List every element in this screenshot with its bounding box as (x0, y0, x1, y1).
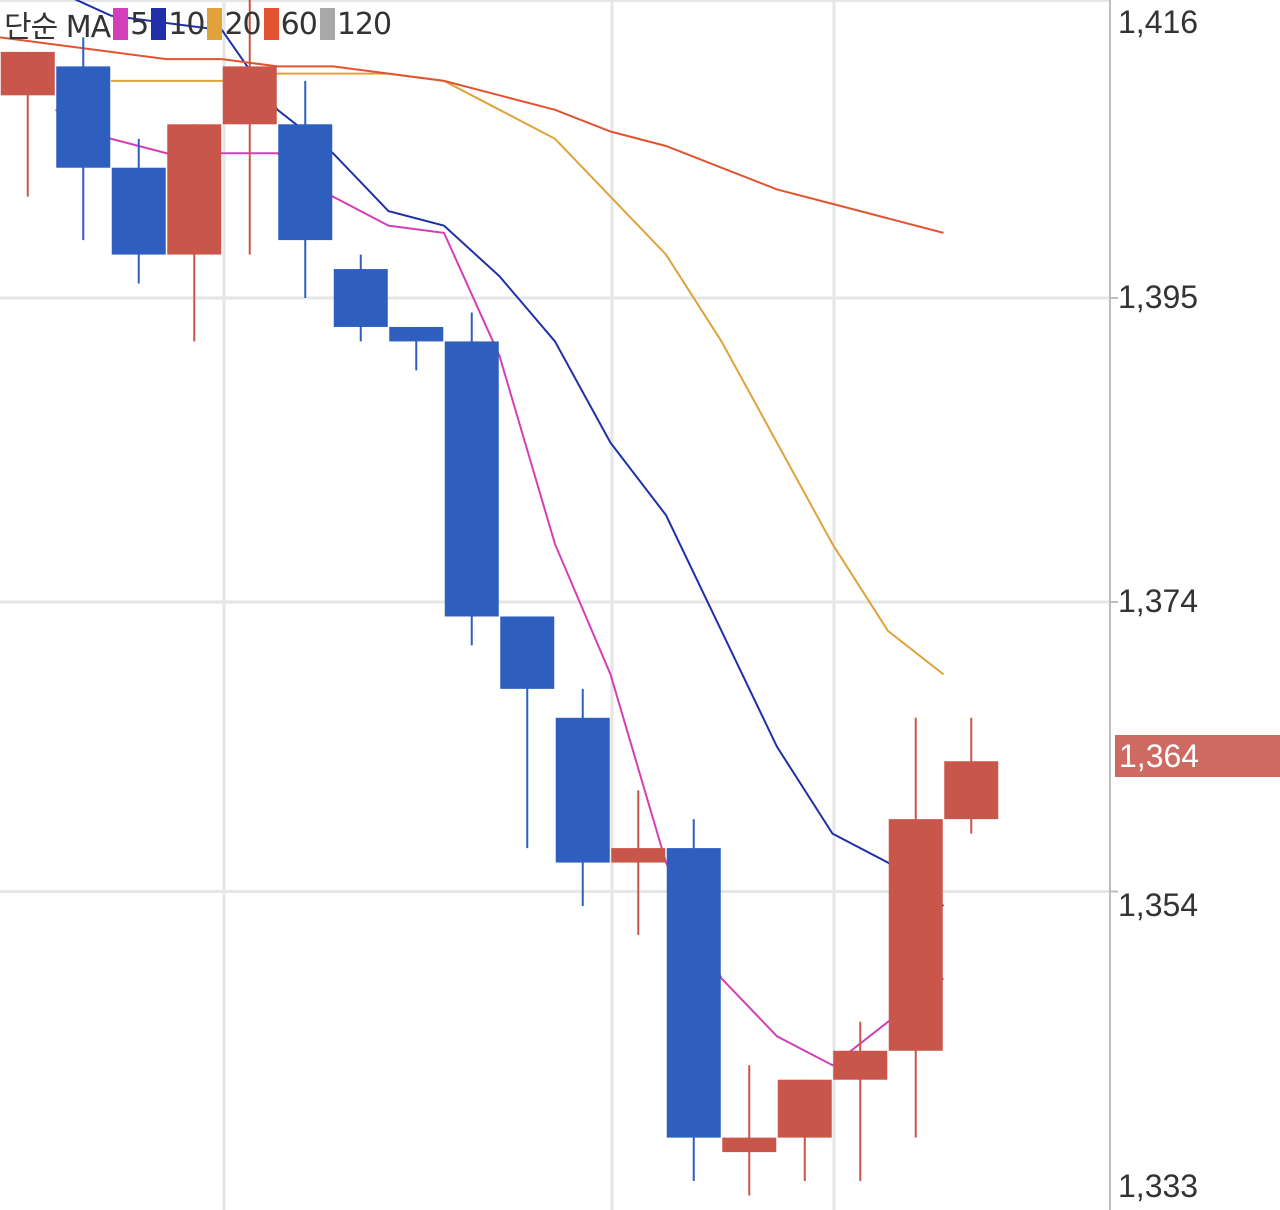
ma-line-60 (0, 36, 944, 234)
y-tick-label-1374: 1,374 (1118, 583, 1199, 619)
legend-label-60: 60 (280, 6, 318, 42)
candle-body (944, 761, 999, 820)
candle-body (444, 341, 499, 617)
legend-swatch-10 (151, 8, 167, 40)
legend-label-10: 10 (168, 6, 205, 42)
legend-swatch-60 (263, 8, 279, 40)
candle-body (888, 819, 943, 1051)
candle-body (833, 1050, 888, 1080)
candles (0, 0, 999, 1196)
candle-body (222, 66, 277, 125)
y-tick-label-1333: 1,333 (1118, 1168, 1199, 1204)
candle-body (56, 66, 111, 168)
candle-body (278, 124, 333, 241)
candle-body (500, 616, 555, 689)
legend-swatch-5 (113, 8, 129, 40)
candle-body (555, 717, 610, 863)
candle-body (777, 1079, 832, 1138)
candle-body (611, 848, 666, 863)
legend-swatch-120 (319, 8, 335, 40)
legend-swatch-20 (207, 8, 223, 40)
y-tick-label-1416: 1,416 (1118, 4, 1199, 40)
legend-label-120: 120 (336, 6, 392, 42)
ma-legend: 단순 MA 5 10 20 60 120 (4, 4, 392, 46)
current-price-tag: 1,364 (1115, 735, 1280, 777)
candle-body (167, 124, 222, 255)
y-tick-label-1395: 1,395 (1118, 279, 1199, 315)
ma-line-10 (74, 0, 945, 907)
candle-body (333, 269, 388, 327)
candle-body (389, 326, 444, 342)
plot-area (0, 0, 1110, 1210)
candle-body (722, 1137, 777, 1153)
legend-title: 단순 MA (4, 10, 111, 45)
legend-label-20: 20 (224, 6, 261, 42)
y-tick-label-1354: 1,354 (1118, 887, 1199, 923)
legend-label-5: 5 (130, 6, 149, 42)
candle-body (111, 167, 166, 255)
candle-body (0, 51, 55, 96)
candle-body (666, 848, 721, 1138)
